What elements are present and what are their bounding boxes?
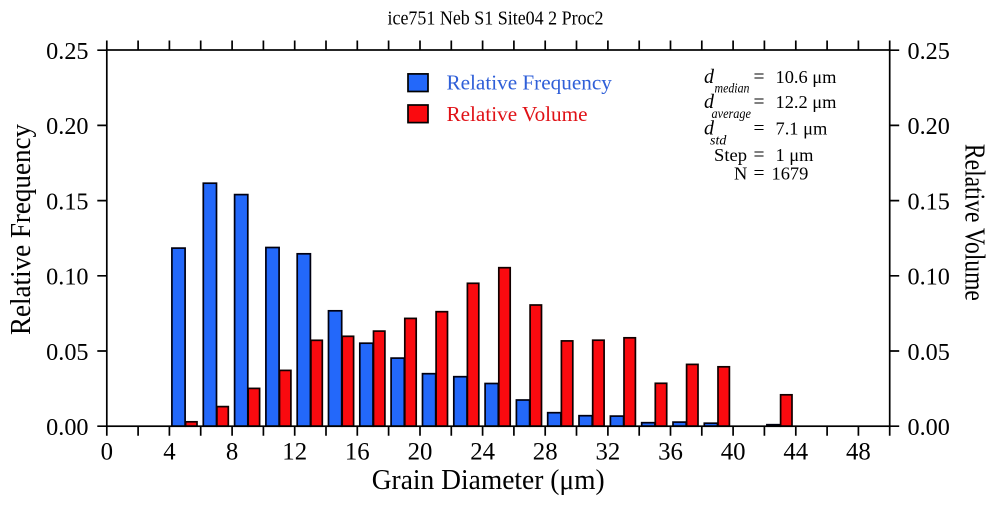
svg-text:4: 4 [163,439,176,466]
svg-text:0.05: 0.05 [46,339,88,366]
svg-text:28: 28 [533,439,558,466]
svg-text:median: median [715,82,750,97]
svg-text:0.25: 0.25 [46,38,88,65]
svg-text:24: 24 [470,439,495,466]
svg-text:0.20: 0.20 [908,113,950,140]
svg-text:0.15: 0.15 [908,188,950,215]
svg-text:0.25: 0.25 [908,38,950,65]
svg-text:ice751 Neb S1 Site04 2 Proc2: ice751 Neb S1 Site04 2 Proc2 [388,8,604,30]
svg-text:0.15: 0.15 [46,188,88,215]
svg-text:Relative Frequency: Relative Frequency [6,124,37,335]
svg-text:0.00: 0.00 [908,414,950,441]
svg-text:Grain Diameter (μm): Grain Diameter (μm) [372,464,605,496]
svg-text:=: = [754,145,765,166]
svg-text:d: d [704,66,715,88]
svg-text:16: 16 [345,439,370,466]
svg-text:12.2 μm: 12.2 μm [776,92,838,112]
svg-text:0.00: 0.00 [46,414,88,441]
svg-text:=: = [754,67,765,88]
svg-text:Relative Frequency: Relative Frequency [447,71,613,95]
svg-text:36: 36 [658,439,683,466]
svg-text:1 μm: 1 μm [776,145,815,165]
svg-text:12: 12 [282,439,307,466]
svg-text:7.1 μm: 7.1 μm [776,119,828,139]
svg-text:40: 40 [721,439,746,466]
svg-text:=: = [754,119,765,140]
svg-text:0.10: 0.10 [908,264,950,291]
svg-text:20: 20 [408,439,433,466]
svg-text:average: average [712,107,752,122]
svg-text:d: d [704,118,715,140]
svg-text:0.10: 0.10 [46,264,88,291]
svg-text:Step: Step [714,145,747,165]
svg-text:32: 32 [596,439,621,466]
svg-text:8: 8 [226,439,238,466]
svg-text:Relative Volume: Relative Volume [959,144,990,301]
svg-text:=: = [754,92,765,113]
svg-text:N: N [734,163,747,183]
svg-text:=: = [754,163,765,184]
svg-text:0.05: 0.05 [908,339,950,366]
svg-text:48: 48 [846,439,871,466]
svg-text:Relative Volume: Relative Volume [447,102,588,126]
svg-text:d: d [704,91,715,113]
svg-text:std: std [710,133,727,148]
svg-text:1679: 1679 [772,163,809,183]
svg-text:44: 44 [783,439,808,466]
svg-text:10.6 μm: 10.6 μm [776,67,838,87]
svg-text:0: 0 [101,439,113,466]
svg-text:0.20: 0.20 [46,113,88,140]
